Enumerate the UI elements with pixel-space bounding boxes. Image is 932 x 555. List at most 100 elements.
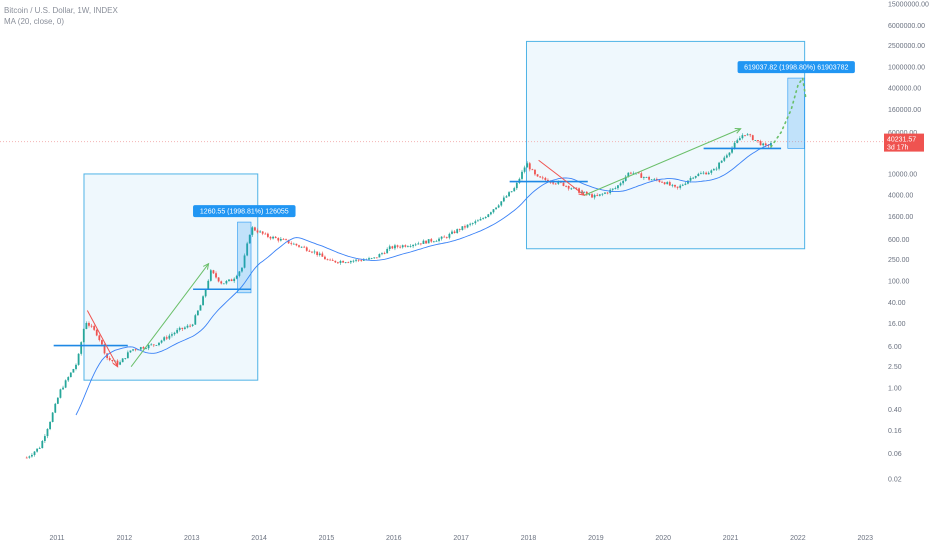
candle-body [38,448,41,449]
candle-body [614,188,617,189]
candle-body [466,224,469,228]
candle-32 [106,353,109,361]
candle-107 [300,246,303,249]
candle-body [259,231,262,233]
candle-194 [526,161,529,168]
measure-box-1[interactable] [237,221,252,294]
candle-157 [430,237,433,243]
candle-27 [93,324,96,331]
measure-box-2[interactable] [787,77,805,149]
candle-body [482,218,485,219]
measure-callout-2[interactable]: 619037.82 (1998.80%) 61903782 [737,61,855,74]
candle-body [749,134,752,136]
candle-body [526,163,529,168]
candle-8 [43,434,46,444]
candle-body [285,239,287,241]
down-arrow-1[interactable] [86,310,119,368]
candle-body [689,177,692,181]
candle-body [72,369,75,373]
candle-body [300,246,303,248]
candle-body [248,234,251,244]
candle-body [759,141,762,146]
candle-217 [585,191,588,197]
candle-139 [383,251,386,255]
candle-55 [165,335,168,340]
candle-239 [642,176,645,180]
candle-120 [334,260,337,264]
candle-body [25,457,28,459]
y-axis[interactable]: 15000000.00 6000000.00 2500000.00 1000000.0… [884,2,929,484]
candle-body [373,257,376,259]
candle-body [484,217,487,219]
candle-244 [655,177,658,182]
candle-body [360,260,363,262]
candle-118 [329,258,332,261]
candle-body [43,436,46,441]
candle-body [655,178,658,181]
candle-283 [757,140,759,143]
callout-badge [737,61,855,74]
zone-box-2[interactable] [525,40,806,250]
candle-262 [702,170,705,175]
candle-body [645,176,648,178]
y-tick-label-7: 60000.00 [888,130,917,137]
candle-104 [292,242,295,245]
candle-81 [233,277,236,283]
candle-13 [56,397,59,405]
candle-body [163,337,166,341]
y-tick-label-20: 0.16 [888,428,902,435]
candle-body [295,243,298,246]
candle-body [215,273,217,278]
candle-175 [477,219,479,222]
candle-body [419,243,422,245]
measure-callout-1[interactable]: 1260.55 (1998.81%) 126055 [193,205,296,218]
candle-body [583,191,586,193]
candle-body [277,238,280,241]
candle-body [171,334,173,336]
y-tick-label-11: 600.00 [888,237,910,244]
x-axis[interactable]: 2011 2012 2013 2014 2015 2016 2017 2018 2019 2020… [50,535,874,542]
candle-201 [544,176,547,182]
candle-body [386,249,389,254]
candle-body [217,277,220,282]
up-arrow-1[interactable] [130,262,210,367]
candle-171 [466,224,469,229]
chart-header: Bitcoin / U.S. Dollar, 1W, INDEX MA (20,… [4,5,118,27]
candle-133 [368,256,370,260]
candle-200 [541,175,544,180]
candle-163 [445,236,448,239]
candle-body [184,327,186,329]
candle-11 [51,412,54,423]
candle-264 [707,171,710,175]
candle-body [196,310,199,316]
candle-body [212,270,215,274]
symbol-title[interactable]: Bitcoin / U.S. Dollar, 1W, INDEX [4,6,118,15]
candle-59 [176,327,179,334]
candle-93 [264,232,267,235]
candle-body [316,251,319,256]
candle-180 [489,211,492,216]
candle-62 [184,326,186,330]
ma-legend[interactable]: MA (20, close, 0) [4,17,65,26]
candle-197 [534,169,536,176]
candle-body [282,238,285,240]
candle-body [126,352,129,359]
candle-body [617,185,619,189]
zone-box-1[interactable] [83,173,259,381]
candle-92 [261,231,264,236]
candle-body [88,322,90,326]
candle-190 [515,181,518,190]
candle-282 [754,140,757,141]
candle-body [528,163,531,170]
candle-body [565,185,567,187]
candle-223 [601,193,604,197]
candle-150 [412,244,415,249]
candle-body [430,239,433,242]
candle-220 [593,193,596,200]
candle-body [272,236,274,239]
candle-221 [596,193,599,197]
up-arrow-2[interactable] [584,127,742,196]
